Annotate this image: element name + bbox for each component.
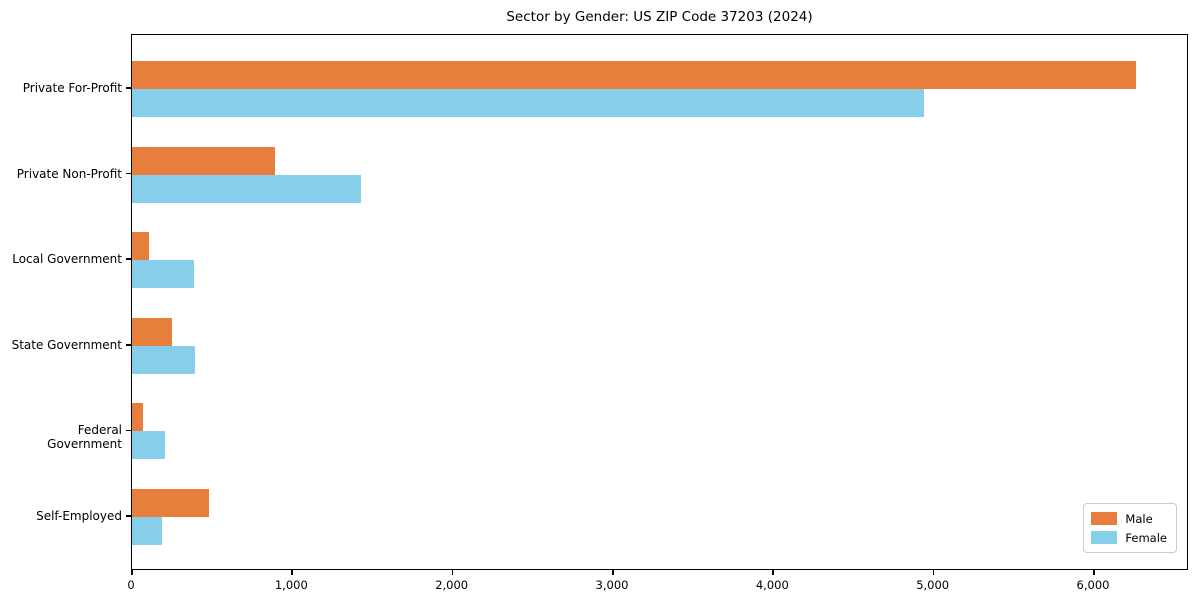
bar-male-6 — [132, 489, 209, 517]
x-tick-label: 5,000 — [916, 578, 950, 592]
bar-female-1 — [132, 89, 925, 117]
y-tick-label: Local Government — [12, 252, 122, 267]
x-tick-mark — [932, 570, 935, 575]
legend-swatch-female — [1091, 531, 1118, 544]
bar-female-5 — [132, 431, 165, 460]
x-tick-mark — [612, 570, 614, 575]
chart-title: Sector by Gender: US ZIP Code 37203 (202… — [506, 9, 813, 25]
x-tick-label: 1,000 — [274, 578, 308, 592]
bar-male-4 — [132, 317, 173, 346]
x-tick-mark — [451, 570, 454, 575]
legend-item-male: Male — [1091, 509, 1167, 528]
bar-male-3 — [132, 232, 149, 261]
y-tick-mark — [126, 515, 131, 517]
x-tick-label: 0 — [127, 578, 135, 592]
x-tick-mark — [1093, 570, 1095, 575]
x-tick-label: 3,000 — [595, 578, 629, 592]
x-tick-label: 6,000 — [1076, 578, 1110, 592]
x-tick-mark — [772, 570, 774, 575]
y-tick-label: Private For-Profit — [22, 81, 122, 95]
bar-female-4 — [132, 345, 195, 374]
y-tick-label: Self-Employed — [36, 509, 122, 523]
y-tick-label: Federal Government — [47, 423, 122, 452]
y-tick-mark — [126, 87, 131, 89]
bar-male-2 — [132, 146, 275, 175]
y-tick-mark — [126, 172, 131, 175]
x-tick-label: 2,000 — [435, 578, 469, 592]
plot-area: Male Female — [131, 34, 1188, 570]
legend-label: Male — [1125, 511, 1153, 526]
legend-item-female: Female — [1091, 528, 1167, 547]
x-tick-mark — [291, 570, 293, 575]
bar-female-6 — [132, 517, 162, 545]
y-tick-mark — [126, 344, 131, 346]
y-tick-label: State Government — [11, 337, 122, 352]
y-tick-mark — [126, 258, 131, 260]
bar-male-5 — [132, 403, 144, 432]
bar-male-1 — [132, 61, 1136, 89]
bar-female-3 — [132, 260, 194, 289]
y-tick-mark — [126, 429, 131, 432]
x-tick-label: 4,000 — [755, 578, 789, 592]
legend-label: Female — [1125, 530, 1167, 545]
legend: Male Female — [1083, 503, 1177, 553]
y-tick-label: Private Non-Profit — [16, 166, 122, 181]
x-tick-mark — [131, 570, 133, 575]
bar-female-2 — [132, 174, 362, 203]
legend-swatch-male — [1091, 512, 1118, 525]
